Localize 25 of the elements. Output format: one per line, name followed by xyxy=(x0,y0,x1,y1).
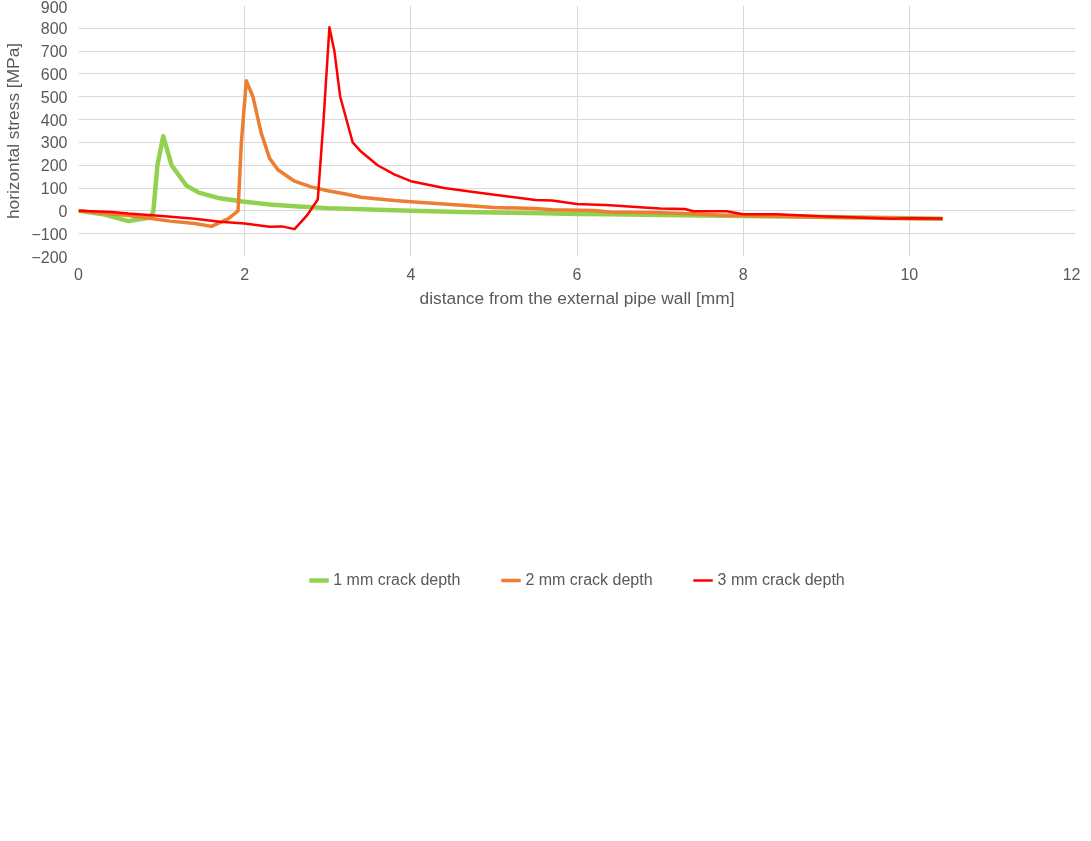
y-tick-label: 800 xyxy=(40,20,68,38)
y-tick-label: 200 xyxy=(40,157,68,175)
x-tick-label: 6 xyxy=(572,265,582,283)
x-tick-label: 4 xyxy=(406,265,416,283)
x-tick-label: 0 xyxy=(74,265,84,283)
legend-label: 2 mm crack depth xyxy=(525,571,653,589)
y-tick-label: −200 xyxy=(31,248,68,266)
x-tick-label: 8 xyxy=(738,265,748,283)
y-tick-label: 100 xyxy=(40,180,68,198)
y-tick-label: 900 xyxy=(40,0,68,16)
y-tick-label: 0 xyxy=(58,202,68,220)
y-tick-label: −100 xyxy=(31,225,68,243)
x-tick-label: 12 xyxy=(1062,265,1081,283)
legend-label: 3 mm crack depth xyxy=(717,571,845,589)
x-tick-label: 2 xyxy=(240,265,250,283)
y-tick-label: 700 xyxy=(40,43,68,61)
y-tick-label: 500 xyxy=(40,88,68,106)
x-tick-label: 10 xyxy=(900,265,919,283)
y-axis-title: horizontal stress [MPa] xyxy=(3,42,24,220)
y-tick-label: 600 xyxy=(40,65,68,83)
legend-label: 1 mm crack depth xyxy=(333,571,461,589)
y-tick-label: 400 xyxy=(40,111,68,129)
line-series xyxy=(78,25,944,231)
x-axis-title: distance from the external pipe wall [mm] xyxy=(419,287,735,308)
y-tick-label: 300 xyxy=(40,134,68,152)
